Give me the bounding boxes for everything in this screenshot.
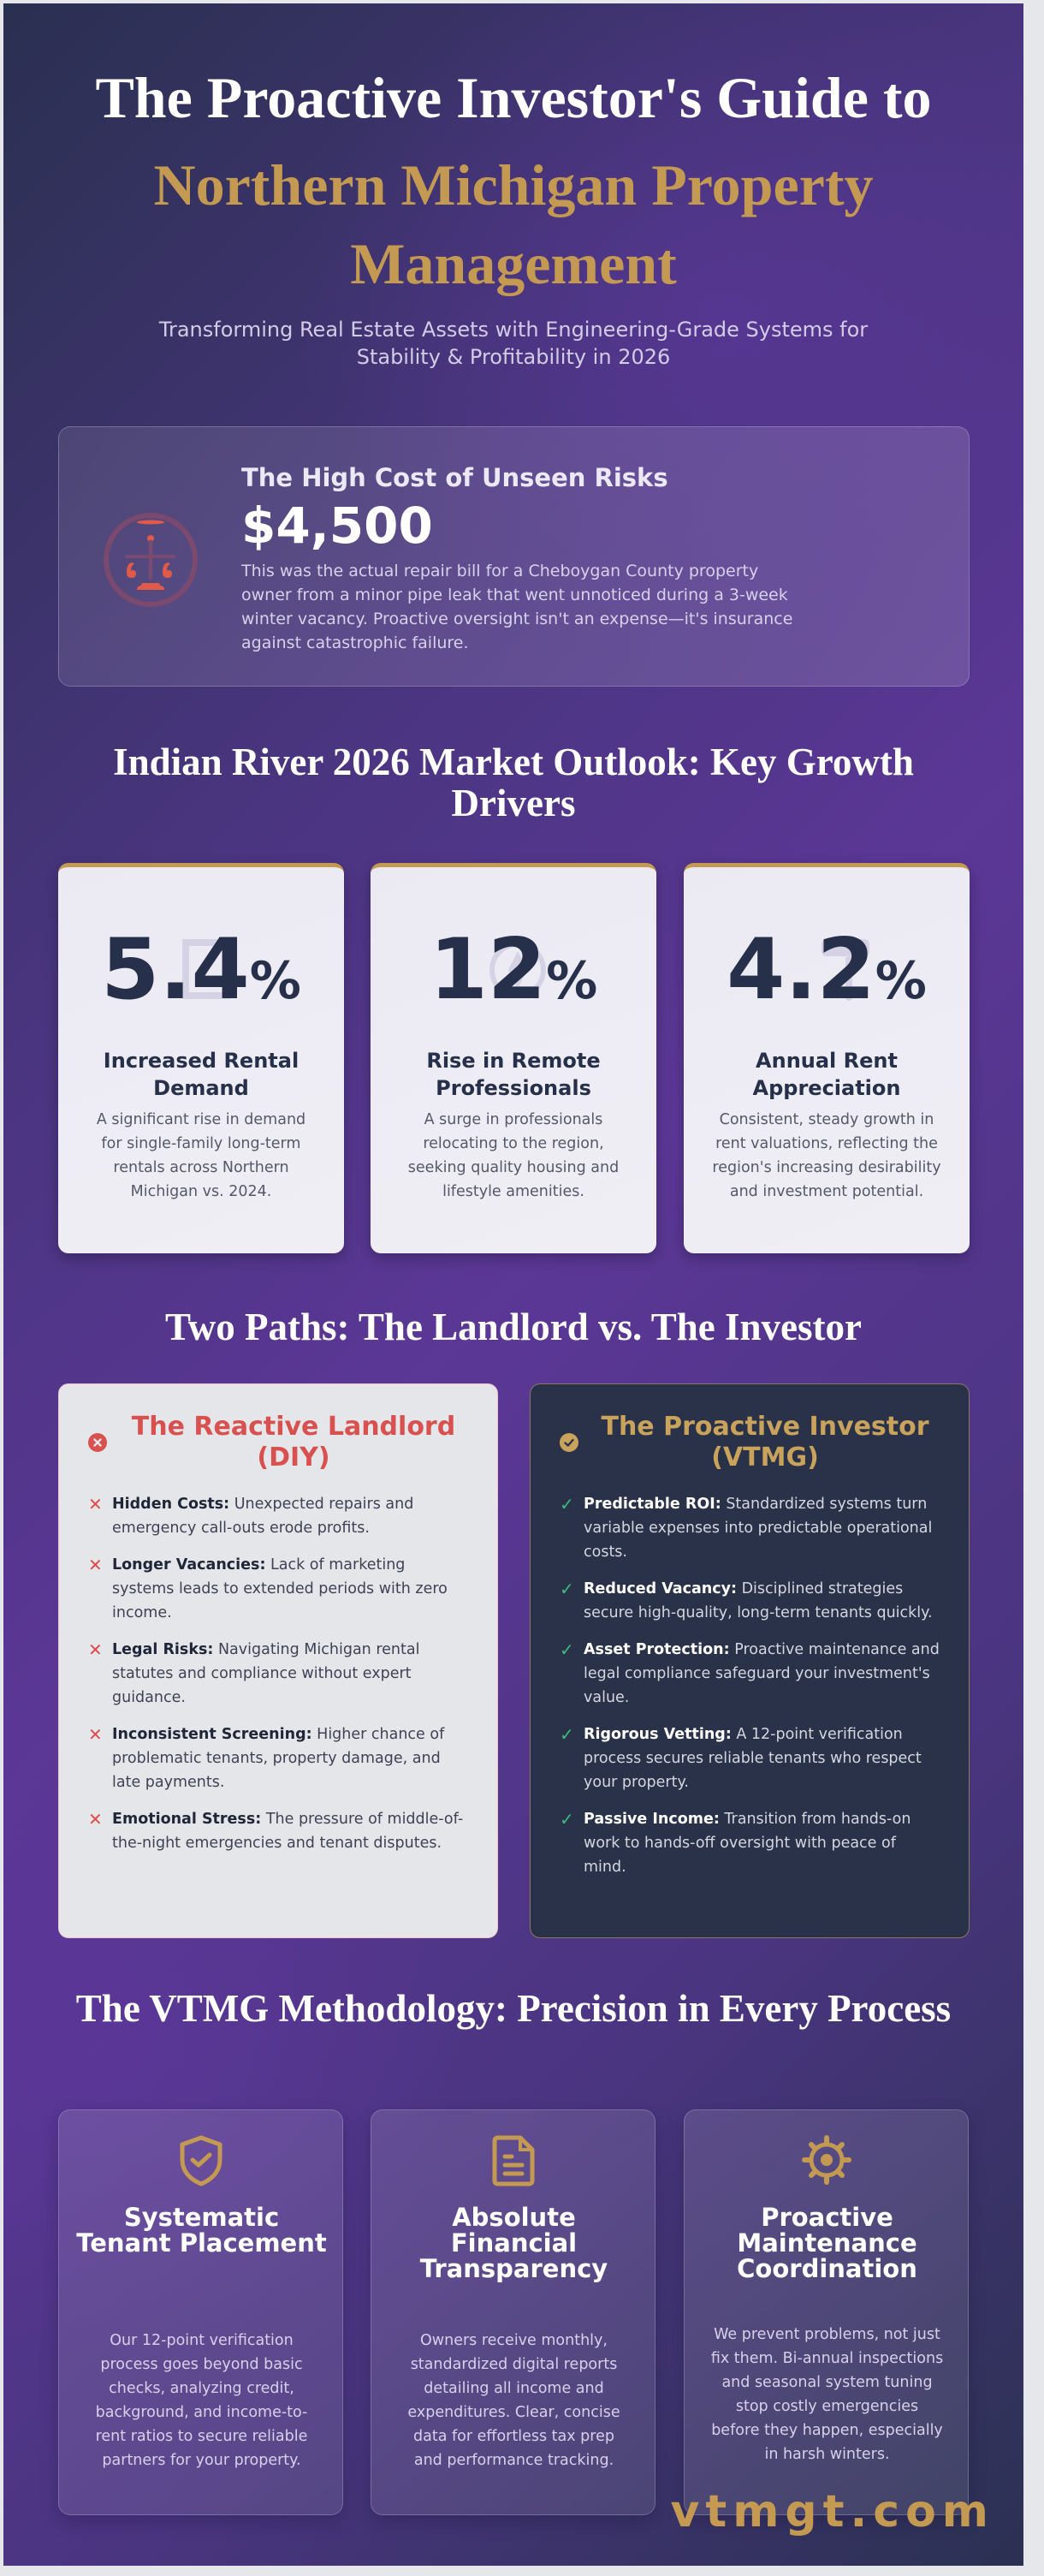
footer-website-link[interactable]: vtmgt.com	[670, 2486, 994, 2537]
stat-card-rental-demand: 5.4% Increased Rental Demand A significa…	[58, 863, 344, 1253]
stat-label: Increased Rental Demand	[103, 1049, 300, 1100]
list-item: ✓ Predictable ROI: Standardized systems t…	[560, 1492, 940, 1564]
list-item: ✓ Reduced Vacancy: Disciplined strategies…	[560, 1577, 940, 1625]
stat-label: Rise in Remote Professionals	[426, 1049, 601, 1100]
hero-title-accent-line1: Northern Michigan Property	[153, 152, 874, 217]
hero-title-accent-line2: Management	[350, 231, 677, 296]
list-item: ✕ Hidden Costs: Unexpected repairs and em…	[88, 1492, 468, 1540]
stat-value: 4.2%	[727, 921, 927, 1019]
hero-title-accent: Northern Michigan Property Management	[3, 146, 1023, 303]
list-item: ✕ Legal Risks: Navigating Michigan rental…	[88, 1638, 468, 1710]
x-icon: ✕	[88, 1494, 103, 1514]
proactive-list: ✓ Predictable ROI: Standardized systems t…	[560, 1492, 940, 1879]
reactive-list: ✕ Hidden Costs: Unexpected repairs and em…	[88, 1492, 468, 1855]
gear-icon	[801, 2135, 851, 2185]
check-icon: ✓	[560, 1494, 574, 1514]
method-title: Proactive Maintenance Coordination	[737, 2203, 917, 2283]
x-icon: ✕	[88, 1809, 103, 1829]
check-icon: ✓	[560, 1579, 574, 1599]
method-description: We prevent problems, not just fix them. …	[710, 2326, 944, 2463]
document-icon	[492, 2135, 534, 2186]
stat-description: A surge in professionals relocating to t…	[407, 1111, 620, 1200]
broken-pipe-scale-icon	[104, 513, 198, 607]
stat-card-rent-appreciation: 4.2% Annual Rent Appreciation Consistent…	[684, 863, 970, 1253]
list-item: ✓ Asset Protection: Proactive maintenance…	[560, 1638, 940, 1710]
list-item: ✓ Passive Income: Transition from hands-o…	[560, 1807, 940, 1879]
paint-roller-icon	[822, 939, 869, 1001]
list-item: ✕ Longer Vacancies: Lack of marketing sys…	[88, 1553, 468, 1625]
reactive-landlord-card: The Reactive Landlord (DIY) ✕ Hidden Cost…	[58, 1383, 498, 1938]
compass-icon	[489, 942, 546, 998]
proactive-title: The Proactive Investor (VTMG)	[601, 1412, 929, 1472]
stat-description: Consistent, steady growth in rent valuat…	[712, 1111, 941, 1200]
hero-title: The Proactive Investor's Guide to	[95, 65, 932, 130]
methodology-section-title: The VTMG Methodology: Precision in Every…	[75, 1987, 952, 2030]
list-item: ✕ Emotional Stress: The pressure of middl…	[88, 1807, 468, 1855]
shield-check-icon	[180, 2135, 222, 2186]
method-card-tenant-placement: Systematic Tenant Placement Our 12-point…	[58, 2109, 343, 2515]
infographic-page: The Proactive Investor's Guide to Northe…	[3, 3, 1023, 2566]
monitor-icon	[182, 939, 230, 999]
method-card-financial-transparency: Absolute Financial Transparency Owners r…	[371, 2109, 655, 2515]
stat-description: A significant rise in demand for single-…	[96, 1111, 306, 1200]
stat-value: 5.4%	[101, 921, 301, 1019]
method-card-maintenance: Proactive Maintenance Coordination We pr…	[684, 2109, 969, 2515]
check-icon: ✓	[560, 1639, 574, 1660]
risk-title: The High Cost of Unseen Risks	[241, 463, 668, 492]
list-item: ✓ Rigorous Vetting: A 12-point verificati…	[560, 1722, 940, 1794]
market-section-title: Indian River 2026 Market Outlook: Key Gr…	[113, 741, 914, 824]
x-icon: ✕	[88, 1555, 103, 1575]
x-icon: ✕	[88, 1639, 103, 1660]
reactive-title: The Reactive Landlord (DIY)	[131, 1412, 456, 1472]
list-item: ✕ Inconsistent Screening: Higher chance o…	[88, 1722, 468, 1794]
comparison-section-title: Two Paths: The Landlord vs. The Investor	[165, 1306, 862, 1348]
risk-amount: $4,500	[241, 497, 433, 555]
proactive-header: The Proactive Investor (VTMG)	[560, 1412, 940, 1473]
method-description: Owners receive monthly, standardized dig…	[407, 2332, 620, 2469]
check-icon: ✓	[560, 1809, 574, 1829]
proactive-investor-card: The Proactive Investor (VTMG) ✓ Predictab…	[530, 1383, 970, 1938]
x-circle-icon	[88, 1433, 107, 1452]
risk-card: The High Cost of Unseen Risks $4,500 Thi…	[58, 426, 970, 687]
method-title: Absolute Financial Transparency	[419, 2203, 608, 2283]
reactive-header: The Reactive Landlord (DIY)	[88, 1412, 468, 1473]
stat-card-remote-professionals: 12% Rise in Remote Professionals A surge…	[371, 863, 656, 1253]
check-circle-icon	[560, 1433, 578, 1452]
x-icon: ✕	[88, 1724, 103, 1745]
stat-value: 12%	[429, 921, 598, 1019]
stat-label: Annual Rent Appreciation	[752, 1049, 901, 1100]
risk-description: This was the actual repair bill for a Ch…	[241, 562, 793, 652]
method-description: Our 12-point verification process goes b…	[95, 2332, 308, 2469]
method-title: Systematic Tenant Placement	[76, 2203, 327, 2258]
check-icon: ✓	[560, 1724, 574, 1745]
hero-subtitle: Transforming Real Estate Assets with Eng…	[158, 318, 869, 369]
